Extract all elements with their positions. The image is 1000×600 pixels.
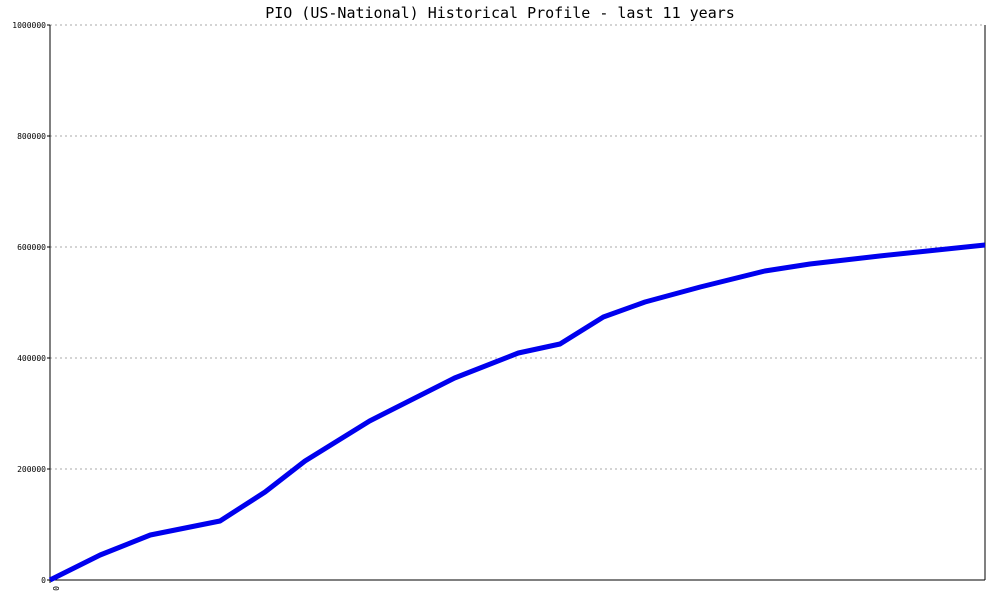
y-tick-label: 200000 [17, 465, 46, 474]
x-tick-label: 0 [51, 586, 60, 591]
y-tick-label: 0 [41, 576, 46, 585]
y-tick-label: 600000 [17, 243, 46, 252]
chart-title: PIO (US-National) Historical Profile - l… [265, 4, 735, 22]
y-tick-label: 800000 [17, 132, 46, 141]
y-tick-label: 400000 [17, 354, 46, 363]
y-tick-label: 1000000 [12, 21, 46, 30]
line-series [48, 242, 986, 583]
